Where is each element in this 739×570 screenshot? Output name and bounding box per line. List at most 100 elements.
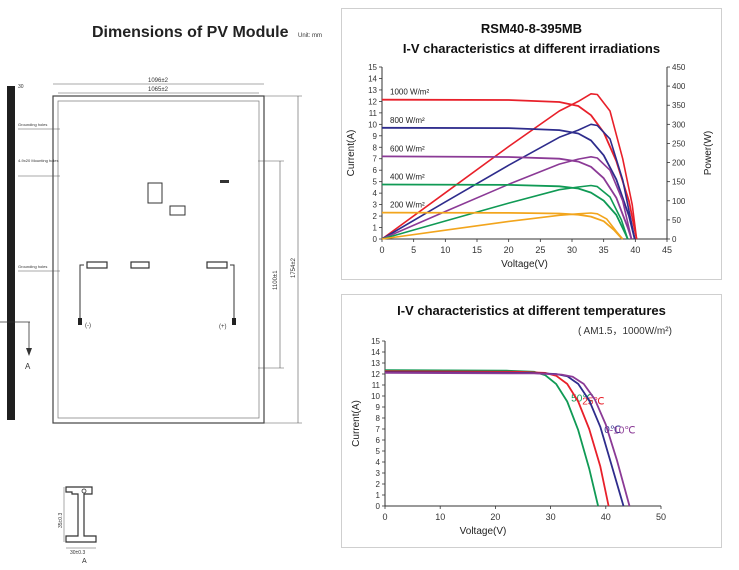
chart1-x-tick-label: 40 <box>630 245 640 255</box>
chart1-x-tick-label: 20 <box>504 245 514 255</box>
chart2-iv-curve <box>384 369 599 507</box>
chart1-y-tick-label: 11 <box>369 109 378 118</box>
chart2-y-tick-label: 9 <box>376 403 381 412</box>
connector-right <box>206 261 228 269</box>
chart2-series-label: 0℃ <box>604 425 621 436</box>
chart1-y-tick-label: 7 <box>373 155 378 164</box>
chart2-series-label: 50℃ <box>571 394 593 405</box>
chart2-y-tick-label: 14 <box>371 348 380 357</box>
length-label: 1754±2 <box>291 257 297 278</box>
chart2-x-tick-label: 10 <box>435 512 445 522</box>
cross-section-hole <box>81 488 87 494</box>
chart1-y2-tick-label: 200 <box>672 159 686 168</box>
chart2-iv-curve <box>384 371 625 507</box>
chart1-y2-tick-label: 50 <box>672 216 681 225</box>
chart2-x-tick-label: 30 <box>546 512 556 522</box>
cable-negative <box>79 264 84 318</box>
chart1-y2-tick-label: 100 <box>672 197 686 206</box>
chart1-y2-tick-label: 400 <box>672 82 686 91</box>
chart2-x-tick-label: 20 <box>490 512 500 522</box>
chart2-y-tick-label: 13 <box>371 359 380 368</box>
side-thickness-label: 30 <box>18 84 24 90</box>
irradiation-chart: 0 5 10 15 20 25 30 35 40 450123456789101112131415… <box>346 63 714 270</box>
frame-cross-section <box>65 486 97 543</box>
chart1-y-tick-label: 3 <box>373 201 378 210</box>
chart2-series-label: -10℃ <box>610 426 636 437</box>
chart2-y-tick-label: 6 <box>376 436 381 445</box>
chart1-y-tick-label: 14 <box>368 74 377 83</box>
chart1-x-tick-label: 45 <box>662 245 672 255</box>
module-drawing: 30 A 1096±2 1065±2 Grounding holes 4-9x2… <box>0 78 302 565</box>
chart1-power-curve <box>381 123 636 240</box>
chart1-iv-curve <box>381 183 629 240</box>
chart1-y-axis-label: Current(A) <box>346 130 357 177</box>
section-arrow-head <box>26 348 32 356</box>
chart1-iv-curve <box>381 155 633 240</box>
chart2-y-tick-label: 4 <box>376 458 381 467</box>
chart1-y-tick-label: 6 <box>373 166 378 175</box>
chart1-power-curve <box>381 93 638 240</box>
profile-section-label: A <box>82 558 87 565</box>
chart1-y-tick-label: 4 <box>373 189 378 198</box>
chart1-iv-curve <box>381 126 636 240</box>
chart2-y-tick-label: 3 <box>376 469 381 478</box>
chart2-y-tick-label: 8 <box>376 414 381 423</box>
chart2-y-axis-label: Current(A) <box>351 400 362 447</box>
irradiation-chart-panel: RSM40-8-395MB I-V characteristics at dif… <box>341 8 722 280</box>
small-slot <box>220 180 229 183</box>
plug-negative <box>78 318 82 325</box>
chart2-y-tick-label: 1 <box>376 491 381 500</box>
chart2-y-tick-label: 11 <box>372 381 381 390</box>
chart1-y2-tick-label: 0 <box>672 235 677 244</box>
dimensions-title: Dimensions of PV Module <box>92 24 289 41</box>
plug-positive <box>232 318 236 325</box>
chart2-y-tick-label: 15 <box>371 337 380 346</box>
chart1-x-tick-label: 35 <box>599 245 609 255</box>
grounding-holes-top-label: Grounding holes <box>18 122 47 127</box>
chart2-condition: ( AM1.5，1000W/m²) <box>578 326 672 337</box>
chart1-y-tick-label: 9 <box>373 132 378 141</box>
chart1-iv-curve <box>381 211 624 240</box>
chart1-series-label: 600 W/m² <box>390 144 425 153</box>
profile-width-label: 30±0.3 <box>70 550 85 556</box>
section-mark: A <box>25 362 31 371</box>
chart1-power-curve <box>381 156 633 240</box>
chart2-y-tick-label: 10 <box>371 392 380 401</box>
chart2-x-axis-label: Voltage(V) <box>460 526 507 537</box>
chart2-iv-curve <box>384 370 610 507</box>
chart1-series-label: 400 W/m² <box>390 173 425 182</box>
chart1-y-tick-label: 1 <box>373 224 378 233</box>
connector-center <box>130 261 150 269</box>
positive-label: (+) <box>219 324 227 330</box>
chart2-y-tick-label: 12 <box>371 370 380 379</box>
chart1-y2-axis-label: Power(W) <box>703 131 714 175</box>
chart2-y-tick-label: 5 <box>376 447 381 456</box>
chart1-x-tick-label: 15 <box>472 245 482 255</box>
grounding-holes-mid-label: Grounding holes <box>18 264 47 269</box>
hole-spacing-label: 1100±1 <box>273 270 279 290</box>
chart1-y-tick-label: 2 <box>373 212 378 221</box>
chart2-series-label: 25℃ <box>582 397 604 408</box>
chart1-y2-tick-label: 350 <box>672 101 686 110</box>
chart2-iv-curve <box>384 372 631 507</box>
frame-width-label: 1096±2 <box>148 78 169 84</box>
junction-box <box>147 182 163 204</box>
side-profile <box>7 86 15 420</box>
chart2-y-tick-label: 7 <box>376 425 381 434</box>
chart1-y-tick-label: 5 <box>373 178 378 187</box>
chart2-x-tick-label: 0 <box>382 512 387 522</box>
temperature-chart: 0 10 20 30 40 500123456789101112131415Voltage… <box>351 337 666 537</box>
chart1-power-curve <box>381 212 624 240</box>
chart1-x-tick-label: 0 <box>379 245 384 255</box>
chart2-x-tick-label: 40 <box>601 512 611 522</box>
chart1-y-tick-label: 0 <box>373 235 378 244</box>
unit-label: Unit: mm <box>298 33 322 39</box>
chart1-series-label: 800 W/m² <box>390 116 425 125</box>
chart1-y-tick-label: 13 <box>368 86 377 95</box>
chart1-x-tick-label: 30 <box>567 245 577 255</box>
chart1-x-axis-label: Voltage(V) <box>501 259 548 270</box>
chart1-series-label: 200 W/m² <box>390 201 425 210</box>
chart1-x-tick-label: 25 <box>535 245 545 255</box>
chart1-y-tick-label: 8 <box>373 143 378 152</box>
chart1-subtitle: I-V characteristics at different irradia… <box>402 41 661 56</box>
